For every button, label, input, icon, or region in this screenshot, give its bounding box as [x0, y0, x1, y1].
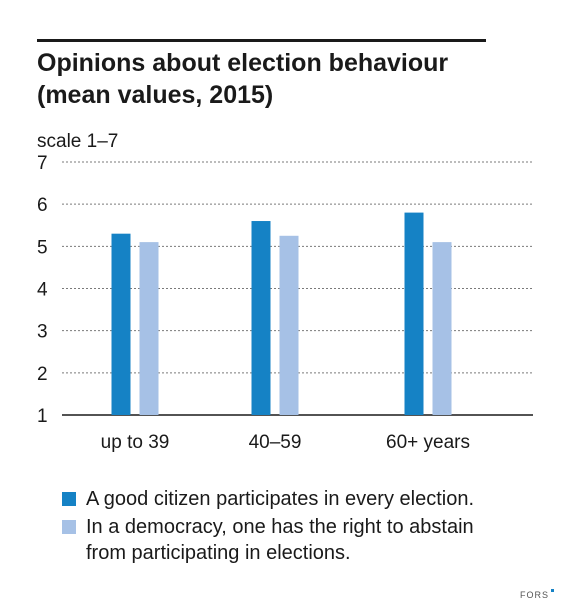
- fors-logo-text: FORS: [520, 590, 550, 600]
- y-tick-labels: 7 6 5 4 3 2 1: [37, 153, 48, 427]
- legend-label-series-1: A good citizen participates in every ele…: [86, 488, 474, 510]
- y-tick-label-5: 5: [37, 237, 48, 258]
- y-tick-label-4: 4: [37, 280, 48, 301]
- fors-logo-dot: [551, 589, 555, 592]
- bar-series-1-3: [404, 212, 424, 415]
- y-axis-label: scale 1–7: [37, 131, 118, 152]
- bar-series-2-2: [279, 235, 299, 415]
- bar-series-2-1: [139, 242, 159, 415]
- bar-series-1-1: [111, 233, 131, 415]
- y-tick-label-1: 1: [37, 406, 48, 427]
- legend-swatch-series-1: [62, 492, 76, 506]
- title-rule: [37, 39, 486, 42]
- y-tick-label-3: 3: [37, 322, 48, 343]
- chart-title: Opinions about election behaviour (mean …: [37, 47, 537, 111]
- legend-swatch-series-2: [62, 520, 76, 534]
- legend-item-series-1: A good citizen participates in every ele…: [62, 486, 562, 512]
- legend-label-series-2-line-1: In a democracy, one has the right to abs…: [86, 516, 474, 538]
- x-tick-label-3: 60+ years: [386, 432, 470, 453]
- chart-title-line-1: Opinions about election behaviour: [37, 49, 449, 77]
- x-tick-labels: up to 39 40–59 60+ years: [101, 432, 470, 453]
- legend: A good citizen participates in every ele…: [62, 486, 562, 568]
- legend-item-series-2: In a democracy, one has the right to abs…: [62, 514, 562, 566]
- fors-logo: FORS: [520, 589, 555, 600]
- y-tick-label-7: 7: [37, 153, 48, 174]
- y-tick-label-6: 6: [37, 195, 48, 216]
- bars: [111, 212, 452, 415]
- bar-series-2-3: [432, 242, 452, 415]
- bar-chart: scale 1–7 7 6 5 4 3 2 1 up to 39 40–59 60+ years: [37, 131, 533, 453]
- bar-series-1-2: [251, 221, 271, 415]
- x-tick-label-1: up to 39: [101, 432, 170, 453]
- y-tick-label-2: 2: [37, 364, 48, 385]
- x-tick-label-2: 40–59: [249, 432, 302, 453]
- legend-label-series-2-line-2: from participating in elections.: [86, 542, 351, 564]
- chart-title-line-2: (mean values, 2015): [37, 81, 274, 109]
